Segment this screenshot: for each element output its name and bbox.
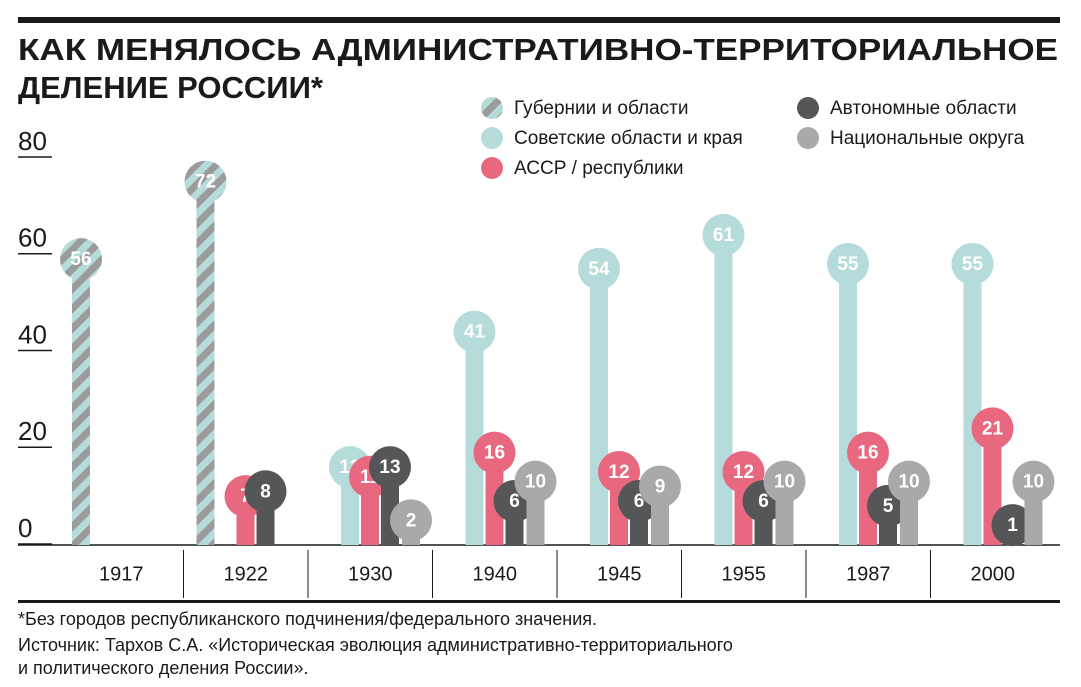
value-label: 21 (982, 418, 1004, 439)
value-label: 2 (406, 510, 417, 531)
value-label: 1 (1007, 515, 1018, 536)
bar (859, 452, 877, 545)
y-tick-label: 20 (18, 416, 47, 446)
value-label: 55 (837, 254, 859, 275)
value-label: 10 (774, 472, 795, 493)
y-tick-label: 80 (18, 126, 47, 156)
bar (839, 263, 857, 545)
value-label: 41 (464, 322, 486, 343)
bar-cap (60, 238, 102, 281)
x-tick-label: 1987 (846, 563, 891, 585)
value-label: 72 (195, 172, 216, 193)
bar-cap (847, 431, 889, 474)
bar-cap (827, 242, 869, 285)
value-label: 54 (588, 259, 610, 280)
bar (196, 181, 215, 545)
value-label: 10 (1023, 472, 1044, 493)
y-tick-label: 0 (18, 513, 32, 543)
value-label: 6 (758, 491, 769, 512)
bar (72, 259, 90, 545)
chart-title: КАК МЕНЯЛОСЬ АДМИНИСТРАТИВНО-ТЕРРИТОРИАЛ… (18, 32, 1058, 67)
x-tick-label: 2000 (971, 563, 1016, 585)
legend-swatch (481, 127, 503, 149)
bottom-rule (18, 600, 1060, 603)
bar (714, 234, 733, 545)
bar-cap (1012, 460, 1055, 503)
bar-cap (369, 446, 411, 489)
bar-cap (390, 499, 432, 542)
legend-swatch (481, 97, 503, 119)
value-label: 6 (634, 491, 645, 512)
bar-cap (971, 407, 1014, 450)
y-tick-label: 60 (18, 223, 47, 253)
value-label: 16 (857, 443, 878, 464)
top-rule (18, 17, 1060, 23)
x-tick-label: 1945 (597, 563, 642, 585)
bar-cap (244, 470, 287, 513)
y-tick-label: 40 (18, 319, 47, 349)
bar-cap (763, 460, 806, 503)
bar-cap (951, 242, 994, 285)
value-label: 13 (379, 457, 400, 478)
x-tick-label: 1917 (99, 563, 144, 585)
legend-label: АССР / республики (514, 158, 684, 179)
legend-swatch (797, 97, 819, 119)
legend-swatch (481, 157, 503, 179)
bar-cap (578, 247, 620, 290)
x-tick-label: 1940 (473, 563, 518, 585)
value-label: 6 (509, 491, 520, 512)
value-label: 9 (655, 476, 666, 497)
value-label: 8 (260, 481, 271, 502)
source: Источник: Тархов С.А. «Историческая эвол… (18, 635, 733, 655)
bar-cap (473, 431, 516, 474)
source: и политического деления России». (18, 658, 308, 678)
legend-label: Национальные округа (830, 128, 1025, 149)
value-label: 12 (733, 462, 754, 483)
bar-cap (514, 460, 557, 503)
bar-cap (702, 213, 745, 256)
x-tick-label: 1930 (348, 563, 393, 585)
x-tick-label: 1955 (722, 563, 767, 585)
value-label: 56 (70, 249, 91, 270)
bar-cap (639, 465, 681, 508)
value-label: 55 (962, 254, 984, 275)
legend-label: Советские области и края (514, 128, 743, 149)
value-label: 12 (608, 462, 629, 483)
bar (963, 263, 982, 545)
bar-cap (991, 504, 1034, 547)
bar-cap (453, 310, 496, 353)
bar-cap (888, 460, 930, 503)
bar (590, 268, 608, 545)
chart-title: ДЕЛЕНИЕ РОССИИ* (18, 70, 324, 105)
value-label: 10 (525, 472, 546, 493)
bar-cap (184, 160, 227, 203)
value-label: 5 (883, 496, 894, 517)
value-label: 16 (484, 443, 505, 464)
bar (465, 331, 484, 545)
footnote: *Без городов республиканского подчинения… (18, 609, 597, 629)
legend-label: Автономные области (830, 98, 1017, 119)
x-tick-label: 1922 (224, 563, 269, 585)
value-label: 10 (898, 472, 919, 493)
legend-swatch (797, 127, 819, 149)
value-label: 61 (713, 225, 735, 246)
legend-label: Губернии и области (514, 98, 689, 119)
